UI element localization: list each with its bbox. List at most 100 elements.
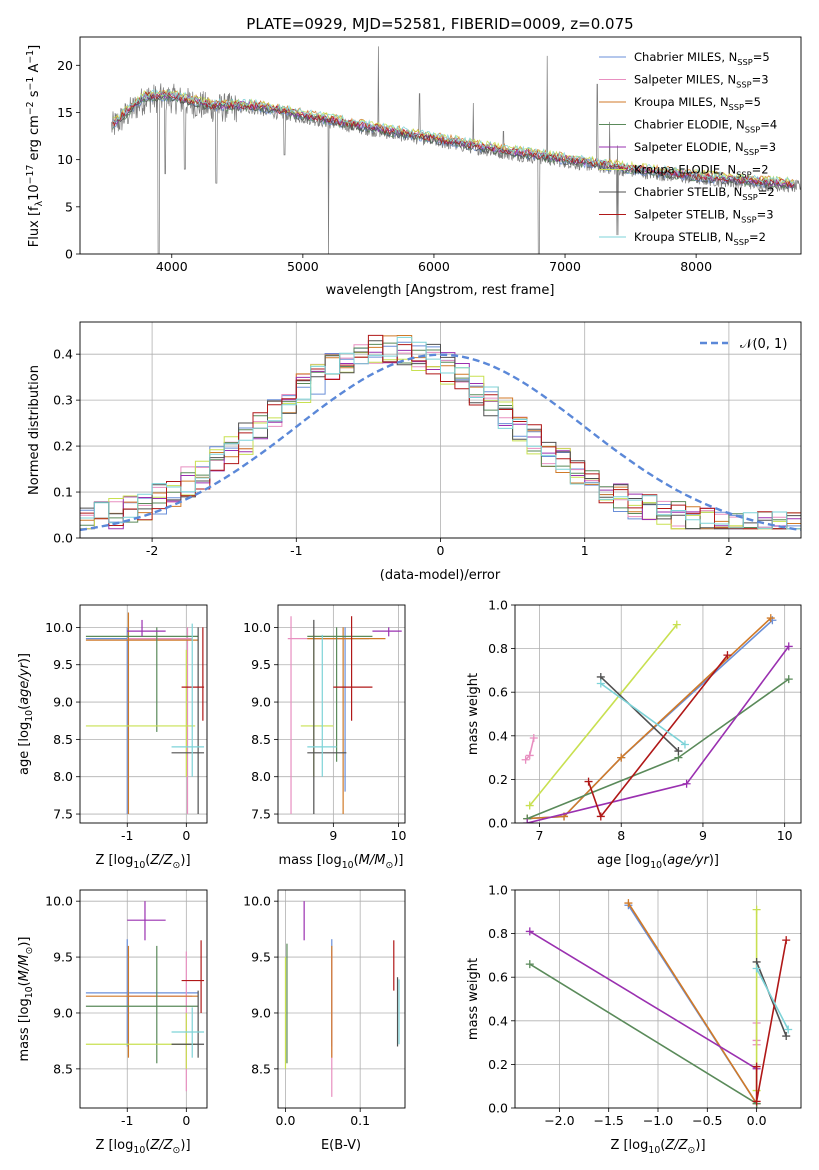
y-axis-label: age [log10(age/yr)] [17,653,35,775]
label-part: =3 [757,208,774,222]
weight-point [672,620,681,629]
x-tick-label: −0.5 [692,1113,722,1128]
y-tick-label: 8.5 [53,1061,73,1076]
weight-point [680,740,689,749]
label-part: 10 [133,1145,145,1156]
panel-age_vs_mass: 9 10 7.5 8.0 8.5 9.0 9.5 10.0 [243,604,406,843]
label-part: Chabrier ELODIE, N [634,118,745,132]
label-part: )] [180,1138,190,1153]
label-part: Z/Z [149,853,173,868]
axes-frame [514,889,802,1109]
panel-mass_vs_Z: -1 0 8.5 9.0 9.5 10.0 [45,889,208,1128]
label-part: age [log [597,853,650,868]
label-part: SSP [734,237,749,247]
weight-point [782,936,791,945]
y-tick-label: 9.0 [53,695,73,710]
y-tick-label: 5 [65,199,73,214]
label-part: 10 [133,860,145,871]
weight-point [617,753,626,762]
label-part: SSP [736,170,751,180]
x-axis-label: Z [log10(Z/Z⊙)] [95,1138,190,1156]
weight-point [752,905,761,914]
weight-point [752,964,761,973]
label-part: Z [log [95,853,133,868]
y-tick-label: 8.0 [251,769,271,784]
label-part: mass [log [17,998,32,1061]
panel-massweight_vs_age: 7 8 9 10 0.0 0.2 0.4 0.6 0.8 1.0 [488,598,802,843]
y-tick-label: 9.0 [251,1005,271,1020]
label-part: ] [27,45,42,50]
x-tick-label: 5000 [287,259,319,274]
weight-point [523,819,532,823]
panel-age_vs_Z: -1 0 7.5 8.0 8.5 9.0 9.5 10.0 [45,604,208,843]
x-tick-label: 0 [182,828,190,843]
x-tick-label: 10 [777,828,793,843]
weight-point [766,614,775,623]
label-part: A [27,64,42,77]
label-part: −1 [25,50,36,64]
x-tick-label: 0.1 [350,1113,370,1128]
normal-curve [80,353,801,532]
label-part: ( [145,1138,150,1153]
legend-label: Salpeter STELIB, NSSP=3 [634,208,774,225]
label-part: ⊙ [173,1145,181,1156]
weight-point [624,899,633,908]
label-part: Chabrier MILES, N [634,50,737,64]
legend-label: Kroupa STELIB, NSSP=2 [634,230,766,247]
legend-label: Chabrier ELODIE, NSSP=4 [634,118,777,135]
x-tick-label: 9 [699,828,707,843]
y-tick-label: 7.5 [53,807,73,822]
label-part: erg cm [27,115,42,164]
label-part: ⊙ [385,860,393,871]
y-tick-label: 7.5 [251,807,271,822]
x-axis-label: Z [log10(Z/Z⊙)] [95,853,190,871]
weight-line [529,963,758,1105]
weight-point [525,751,534,760]
x-tick-label: 0 [437,543,445,558]
label-part: ⊙ [173,860,181,871]
axes-frame [79,889,208,1109]
label-part: =2 [752,163,769,177]
x-tick-label: 9 [329,828,337,843]
label-part: SSP [744,147,759,157]
label-part: ( [354,853,359,868]
plot-area [85,901,205,1092]
y-tick-label: 10.0 [243,620,271,635]
label-part: Kroupa STELIB, N [634,230,734,244]
label-part: 10 [24,710,35,722]
x-axis-label: (data-model)/error [380,568,501,583]
y-tick-label: 9.5 [251,950,271,965]
x-tick-label: -1 [121,828,133,843]
y-tick-label: 1.0 [488,883,508,898]
label-part: Flux [f [27,206,42,247]
legend-label: Kroupa ELODIE, NSSP=2 [634,163,769,180]
y-tick-label: 0.8 [488,641,508,656]
y-tick-label: 0.8 [488,926,508,941]
weight-point [596,812,605,821]
weight-line [755,968,789,1030]
weight-line [529,624,678,807]
label-part: −1 [25,77,36,91]
label-part: =2 [758,185,775,199]
label-part: )] [17,937,32,947]
histogram-step [80,334,801,530]
weight-point [584,777,593,786]
weight-point [525,960,534,969]
x-tick-label: 7 [536,828,544,843]
y-tick-label: 0.2 [488,772,508,787]
weight-point [682,779,691,788]
label-part: Kroupa MILES, N [634,95,729,109]
weight-point [525,801,534,810]
weight-point [596,679,605,688]
panel-massweight_vs_Z: −2.0 −1.5 −1.0 −0.5 0.0 0.0 0.2 0.4 0.6 0.8 1.0 [488,883,802,1128]
label-part: Z [log [610,1138,648,1153]
label-part: ( [145,853,150,868]
axes-frame [277,889,406,1109]
y-axis-label: Normed distribution [27,365,42,495]
weight-line [755,961,787,1037]
label-part: =5 [744,95,761,109]
legend-label: Chabrier MILES, NSSP=5 [634,50,770,67]
axes-frame [79,36,802,255]
legend-label: Chabrier STELIB, NSSP=2 [634,185,775,202]
x-tick-label: 7000 [549,259,581,274]
